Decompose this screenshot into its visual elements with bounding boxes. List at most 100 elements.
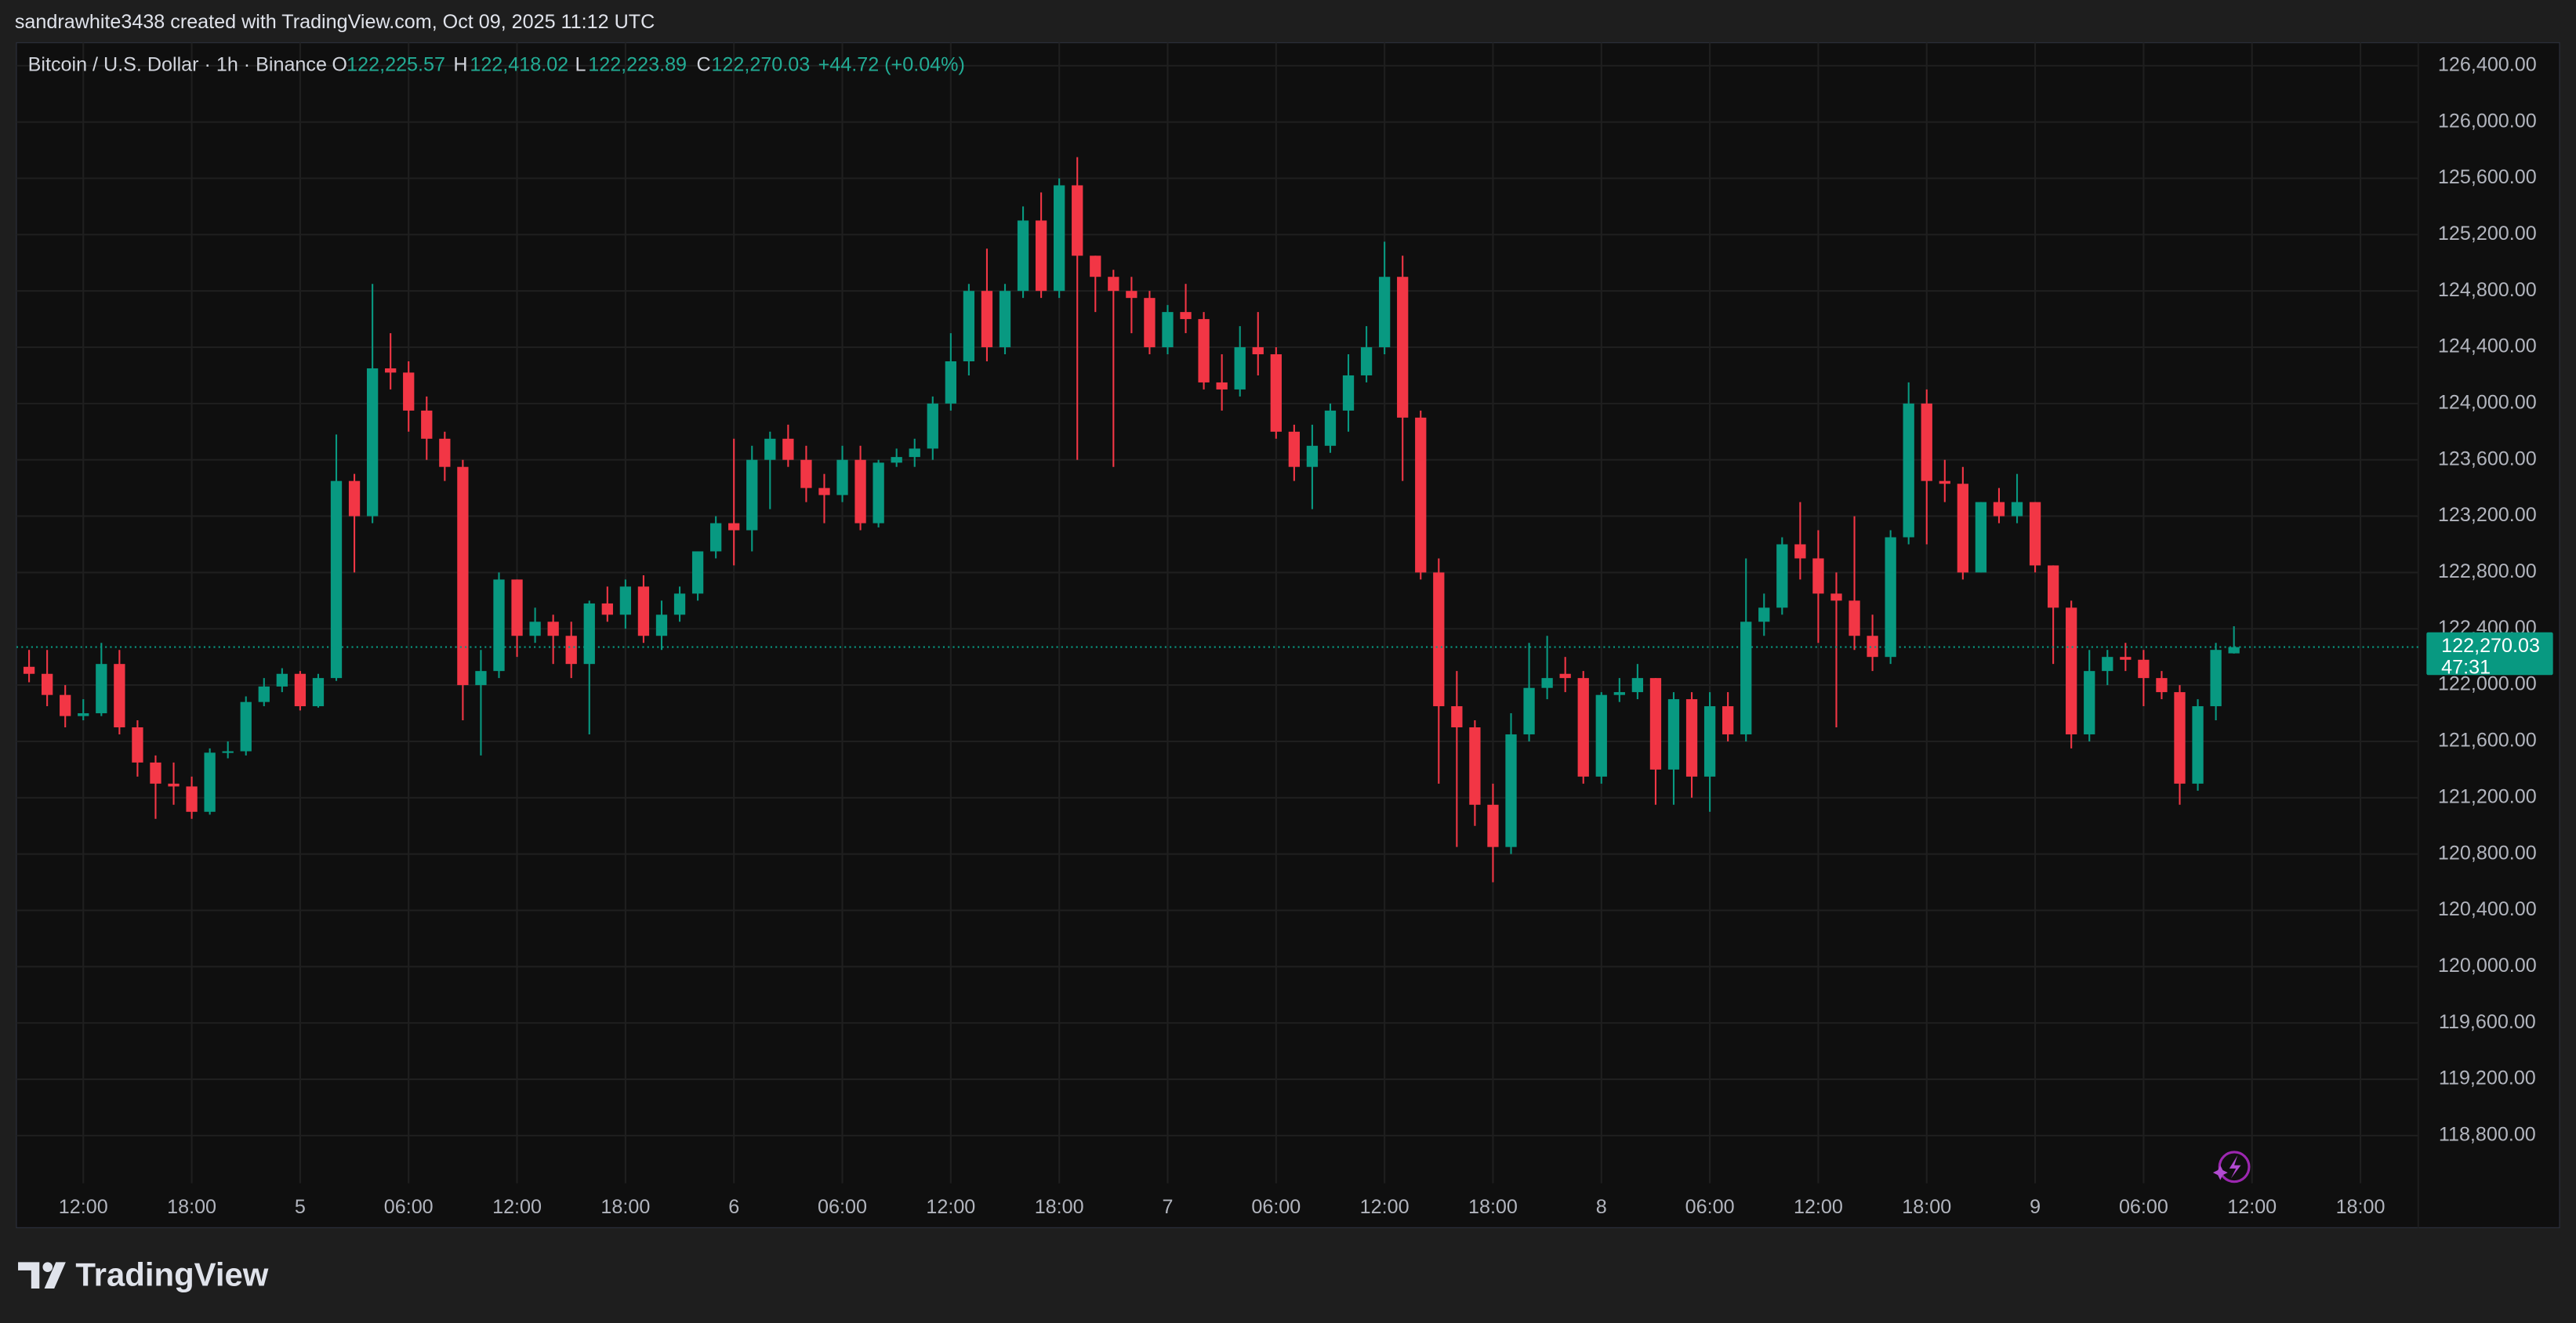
candle-body <box>385 368 397 373</box>
y-tick-label: 124,000.00 <box>2438 392 2537 414</box>
x-tick-label: 7 <box>1162 1196 1173 1218</box>
candle-body <box>1162 312 1174 348</box>
candle-body <box>1108 277 1119 292</box>
y-tick-label: 125,600.00 <box>2438 166 2537 188</box>
change: +44.72 (+0.04%) <box>818 54 965 76</box>
candle-body <box>891 457 902 463</box>
candle-body <box>1144 298 1156 348</box>
candle-body <box>927 403 938 449</box>
candle-body <box>1017 220 1029 292</box>
x-tick-label: 12:00 <box>492 1196 542 1218</box>
candle-body <box>1812 558 1824 594</box>
candle-body <box>1415 417 1427 573</box>
x-tick-label: 6 <box>728 1196 739 1218</box>
y-tick-label: 120,400.00 <box>2438 898 2537 920</box>
candle-body <box>2138 659 2150 679</box>
candle-body <box>168 783 180 787</box>
candle-body <box>854 459 866 524</box>
x-tick-label: 18:00 <box>600 1196 650 1218</box>
candle-body <box>782 438 794 460</box>
ohlc-value: 122,223.89 <box>588 54 687 76</box>
candle-body <box>1360 347 1373 375</box>
candle-body <box>818 488 830 495</box>
ohlc-value: 122,270.03 <box>711 54 810 76</box>
candle-body <box>1541 678 1553 688</box>
candle-body <box>547 622 559 636</box>
candle-body <box>1252 347 1264 355</box>
candle-body <box>439 438 451 467</box>
ohlc-key: H <box>453 54 467 76</box>
candle-body <box>42 673 53 695</box>
candle-body <box>529 622 541 636</box>
grid <box>16 42 2418 1183</box>
candle-body <box>1740 622 1752 734</box>
candle-body <box>294 673 307 707</box>
header-legend: Bitcoin / U.S. Dollar · 1h · Binance O 1… <box>28 54 965 76</box>
y-tick-label: 124,400.00 <box>2438 335 2537 357</box>
candle-body <box>1595 694 1607 777</box>
candle-body <box>1180 312 1192 320</box>
candle-body <box>1921 403 1932 481</box>
candle-body <box>114 664 125 727</box>
x-tick-label: 18:00 <box>2336 1196 2386 1218</box>
candle-body <box>78 713 89 716</box>
candle-body <box>403 372 415 411</box>
candle-body <box>1198 319 1210 382</box>
candle-body <box>2084 671 2095 734</box>
candle-body <box>2047 565 2059 608</box>
candle-body <box>945 361 956 404</box>
candle-body <box>2174 692 2186 784</box>
candle-body <box>258 686 270 702</box>
candle-body <box>1975 502 1987 573</box>
candle-body <box>1433 572 1445 707</box>
brand-logo: TradingView <box>18 1256 269 1292</box>
x-tick-label: 8 <box>1596 1196 1607 1218</box>
candle-body <box>1577 678 1589 777</box>
candle-body <box>583 603 595 665</box>
y-tick-label: 124,800.00 <box>2438 279 2537 301</box>
candle-body <box>709 523 722 552</box>
x-tick-label: 18:00 <box>1902 1196 1951 1218</box>
y-tick-label: 118,800.00 <box>2439 1124 2536 1146</box>
brand: TradingView <box>75 1256 268 1292</box>
ohlc-value: 122,418.02 <box>470 54 568 76</box>
candle-body <box>2066 607 2077 734</box>
candle-body <box>240 701 252 752</box>
y-tick-label: 126,000.00 <box>2438 110 2537 132</box>
candle-body <box>421 410 433 439</box>
y-tick-label: 120,800.00 <box>2438 842 2537 864</box>
candle-body <box>1270 354 1282 432</box>
candle-body <box>2210 650 2222 707</box>
x-tick-label: 12:00 <box>2227 1196 2277 1218</box>
candle-body <box>475 671 487 686</box>
candle-body <box>2102 657 2113 672</box>
candle-body <box>728 523 740 531</box>
candle-body <box>1288 431 1301 467</box>
candle-body <box>457 466 469 686</box>
candle-body <box>1903 403 1914 538</box>
candle-body <box>1072 185 1083 256</box>
candle-body <box>1667 699 1680 770</box>
candle-body <box>1126 291 1137 299</box>
candle-body <box>348 480 361 517</box>
x-tick-label: 12:00 <box>1794 1196 1843 1218</box>
candle-body <box>999 291 1011 348</box>
candle-body <box>1342 375 1355 411</box>
candle-body <box>565 636 577 665</box>
chart-panel <box>16 42 2560 1229</box>
candle-body <box>2029 502 2041 566</box>
candle-body <box>276 673 288 687</box>
candle-body <box>1559 673 1571 679</box>
y-tick-label: 126,400.00 <box>2438 53 2537 75</box>
x-tick-label: 06:00 <box>2119 1196 2168 1218</box>
y-tick-label: 122,800.00 <box>2438 560 2537 582</box>
y-tick-label: 120,000.00 <box>2438 955 2537 977</box>
candle-body <box>186 786 198 812</box>
alert-icon[interactable] <box>2212 1151 2251 1183</box>
candle-body <box>1469 727 1481 805</box>
candle-body <box>2192 706 2204 784</box>
candle-body <box>2120 657 2132 660</box>
x-tick-label: 18:00 <box>167 1196 216 1218</box>
